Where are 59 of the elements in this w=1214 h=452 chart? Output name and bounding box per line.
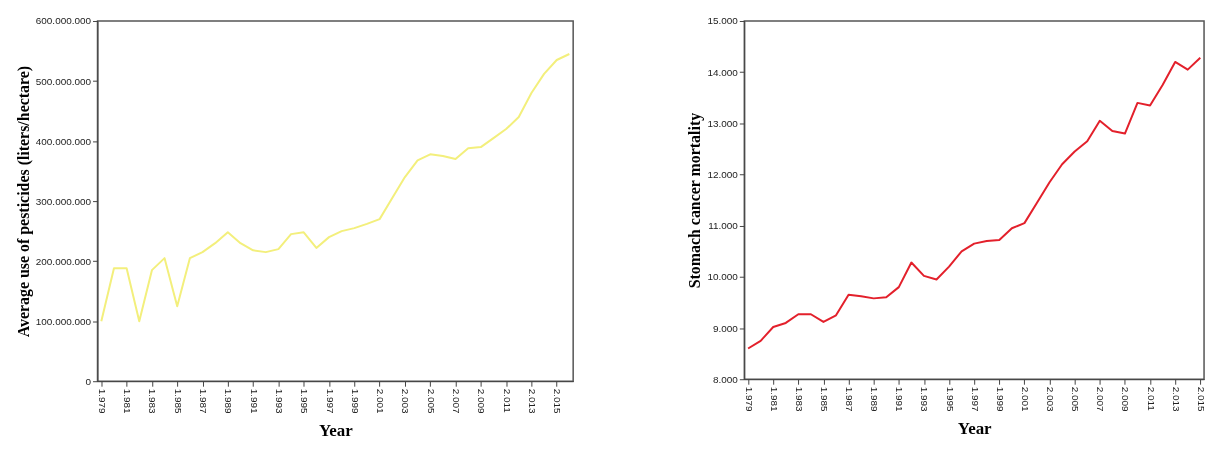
x-tick-label: 1.995: [944, 386, 956, 413]
x-tick-label: 2.007: [451, 388, 463, 415]
y-axis-title: Stomach cancer mortality: [686, 112, 705, 289]
x-tick-label: 2.015: [1195, 386, 1207, 413]
x-tick-label: 1.985: [818, 386, 830, 413]
x-tick-label: 1.987: [844, 386, 856, 413]
y-tick-label: 15.000: [707, 15, 739, 27]
line-series: [747, 56, 1202, 350]
y-tick-label: 10.000: [707, 271, 739, 283]
x-tick-label: 1.997: [324, 388, 336, 415]
x-tick-label: 2.007: [1095, 386, 1107, 413]
x-tick-label: 2.001: [1019, 386, 1031, 413]
y-tick-label: 500.000.000: [35, 75, 92, 87]
x-tick-label: 1.991: [248, 388, 260, 415]
y-tick-label: 12.000: [707, 169, 739, 181]
x-tick-label: 1.995: [299, 388, 311, 415]
x-tick-label: 2.011: [501, 388, 513, 414]
y-tick-label: 300.000.000: [35, 195, 92, 207]
y-tick-label: 200.000.000: [35, 255, 92, 267]
y-tick-label: 600.000.000: [35, 15, 92, 27]
x-tick-label: 2.005: [1070, 386, 1082, 413]
x-tick-label: 1.983: [147, 388, 159, 415]
x-tick-label: 1.981: [122, 388, 134, 415]
x-tick-label: 1.981: [768, 386, 780, 413]
line-series: [100, 53, 571, 323]
x-tick-label: 1.999: [994, 386, 1006, 413]
x-axis-title: Year: [318, 421, 354, 441]
y-tick-label: 0: [85, 375, 92, 387]
x-tick-label: 2.009: [476, 388, 488, 415]
x-tick-label: 2.003: [400, 388, 412, 415]
x-tick-label: 1.989: [223, 388, 235, 415]
x-tick-label: 1.993: [919, 386, 931, 413]
x-tick-label: 2.005: [425, 388, 437, 415]
x-tick-label: 2.009: [1120, 386, 1132, 413]
y-tick-label: 400.000.000: [35, 135, 92, 147]
y-axis-title: Average use of pesticides (liters/hectare): [14, 65, 33, 338]
x-tick-label: 2.003: [1045, 386, 1057, 413]
y-tick-label: 14.000: [707, 66, 739, 78]
x-tick-label: 1.989: [869, 386, 881, 413]
y-tick-label: 100.000.000: [35, 315, 92, 327]
x-tick-label: 1.997: [969, 386, 981, 413]
x-tick-label: 1.979: [743, 386, 755, 413]
x-tick-label: 2.013: [526, 388, 538, 415]
x-tick-label: 2.015: [552, 388, 564, 415]
x-tick-label: 1.993: [273, 388, 285, 415]
x-tick-label: 1.991: [894, 386, 906, 413]
y-tick-label: 11.000: [708, 220, 739, 232]
x-tick-label: 1.985: [172, 388, 184, 415]
x-tick-label: 2.013: [1170, 386, 1182, 413]
x-tick-label: 1.983: [793, 386, 805, 413]
y-tick-label: 8.000: [712, 373, 739, 385]
x-tick-label: 1.999: [349, 388, 361, 415]
y-tick-label: 9.000: [712, 322, 739, 334]
x-tick-label: 1.979: [96, 388, 108, 415]
y-tick-label: 13.000: [707, 117, 739, 129]
x-tick-label: 1.987: [198, 388, 210, 415]
x-tick-label: 2.011: [1145, 386, 1157, 412]
x-tick-label: 2.001: [375, 388, 387, 415]
x-axis-title: Year: [957, 419, 993, 439]
